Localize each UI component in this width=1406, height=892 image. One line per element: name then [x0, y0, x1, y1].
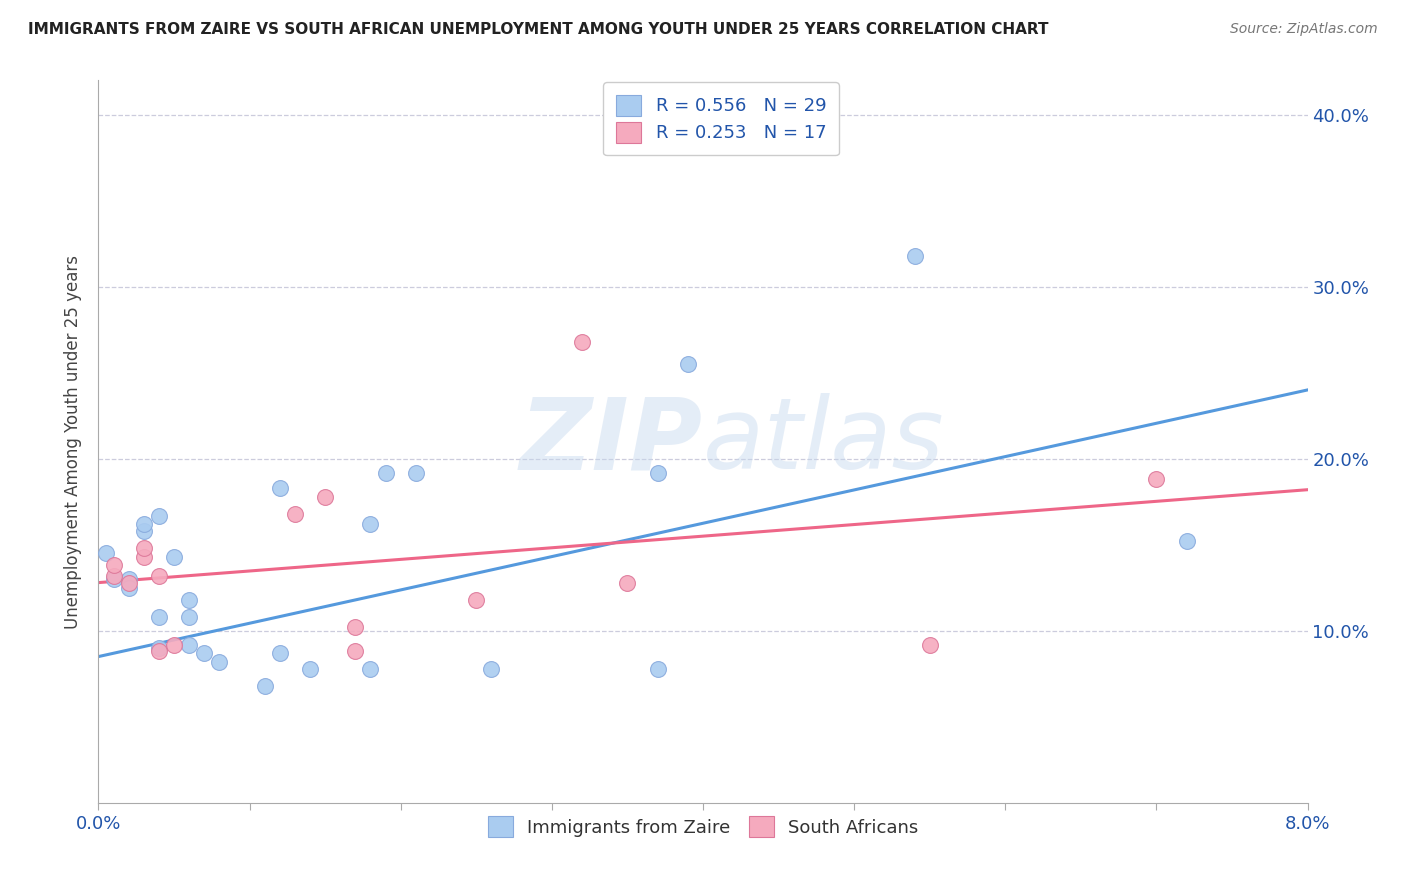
Text: atlas: atlas [703, 393, 945, 490]
Point [118, 572, 141, 586]
Point [132, 541, 155, 556]
Point [193, 646, 215, 660]
Point [571, 334, 593, 349]
Point [481, 662, 503, 676]
Point [148, 644, 170, 658]
Point [148, 640, 170, 655]
Point [904, 249, 927, 263]
Legend: Immigrants from Zaire, South Africans: Immigrants from Zaire, South Africans [477, 805, 929, 848]
Point [132, 549, 155, 564]
Point [647, 466, 669, 480]
Point [284, 507, 307, 521]
Point [269, 646, 291, 660]
Point [179, 610, 201, 624]
Point [269, 481, 291, 495]
Point [132, 524, 155, 538]
Point [344, 620, 367, 634]
Point [179, 638, 201, 652]
Point [148, 568, 170, 582]
Point [676, 357, 699, 371]
Point [1146, 472, 1168, 486]
Point [344, 644, 367, 658]
Point [405, 466, 427, 480]
Point [253, 679, 276, 693]
Text: ZIP: ZIP [520, 393, 703, 490]
Point [374, 466, 396, 480]
Point [360, 517, 382, 532]
Point [118, 581, 141, 595]
Point [103, 558, 125, 573]
Y-axis label: Unemployment Among Youth under 25 years: Unemployment Among Youth under 25 years [65, 254, 83, 629]
Point [1175, 534, 1198, 549]
Point [208, 655, 231, 669]
Point [118, 575, 141, 590]
Point [103, 572, 125, 586]
Point [360, 662, 382, 676]
Text: Source: ZipAtlas.com: Source: ZipAtlas.com [1230, 22, 1378, 37]
Point [465, 592, 488, 607]
Point [148, 508, 170, 523]
Point [179, 592, 201, 607]
Text: IMMIGRANTS FROM ZAIRE VS SOUTH AFRICAN UNEMPLOYMENT AMONG YOUTH UNDER 25 YEARS C: IMMIGRANTS FROM ZAIRE VS SOUTH AFRICAN U… [28, 22, 1049, 37]
Point [616, 575, 638, 590]
Point [94, 546, 117, 560]
Point [647, 662, 669, 676]
Point [918, 638, 941, 652]
Point [314, 490, 336, 504]
Point [103, 568, 125, 582]
Point [299, 662, 322, 676]
Point [132, 517, 155, 532]
Point [163, 638, 186, 652]
Point [148, 610, 170, 624]
Point [163, 549, 186, 564]
